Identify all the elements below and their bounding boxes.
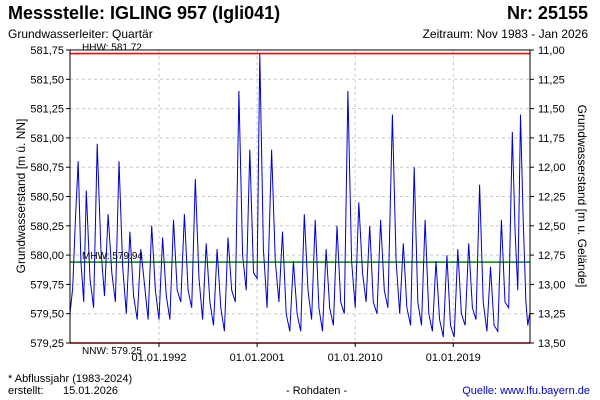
water-level-series-line (69, 53, 531, 338)
y-axis-left: 581,75 581,50 581,25 581,00 580,75 580,50 580,… (30, 45, 70, 350)
grid-lines (70, 50, 530, 343)
y-tick-label-right: 13,00 (538, 279, 566, 291)
y-tick-label-right: 11,25 (538, 74, 565, 86)
y-tick-label-right: 13,25 (538, 309, 566, 321)
y-axis-left-title: Grundwasserstand [m ü. NN] (14, 119, 28, 274)
y-tick-label-right: 12,00 (538, 162, 566, 174)
raw-data-note: - Rohdaten - (286, 385, 348, 397)
station-title: Messstelle: IGLING 957 (Igli041) (8, 3, 281, 23)
y-axis-right-title: Grundwasserstand [m u. Gelände] (575, 105, 589, 288)
x-tick-label: 01.01.2010 (328, 352, 383, 364)
y-tick-label-left: 579,25 (30, 338, 64, 350)
y-tick-label-right: 12,75 (538, 250, 566, 262)
y-tick-label-right: 12,50 (538, 221, 566, 233)
y-tick-label-left: 580,25 (30, 221, 64, 233)
reference-labels: HHW: 581.72 MHW: 579.94 NNW: 579.25 (82, 43, 143, 357)
y-tick-label-right: 11,00 (538, 45, 565, 57)
aquifer-label: Grundwasserleiter: Quartär (8, 27, 153, 41)
y-tick-label-left: 580,00 (30, 250, 64, 262)
y-tick-label-right: 12,25 (538, 192, 566, 204)
created-label: erstellt: (8, 385, 44, 397)
period-label: Zeitraum: Nov 1983 - Jan 2026 (422, 27, 588, 41)
y-tick-label-right: 11,50 (538, 104, 565, 116)
reference-label-max: HHW: 581.72 (82, 43, 142, 54)
y-tick-label-left: 581,00 (30, 133, 64, 145)
y-tick-label-left: 581,25 (30, 104, 64, 116)
x-tick-label: 01.01.2019 (426, 352, 481, 364)
y-tick-label-right: 11,75 (538, 133, 565, 145)
hydrological-year-note: * Abflussjahr (1983-2024) (8, 373, 133, 385)
y-tick-label-left: 581,50 (30, 74, 64, 86)
y-tick-label-left: 579,75 (30, 279, 64, 291)
x-tick-label: 01.01.2001 (230, 352, 285, 364)
reference-label-mean: MHW: 579.94 (82, 251, 143, 262)
y-tick-label-left: 581,75 (30, 45, 64, 57)
reference-label-min: NNW: 579.25 (82, 346, 142, 357)
y-tick-label-left: 580,50 (30, 192, 64, 204)
y-tick-label-left: 580,75 (30, 162, 64, 174)
y-tick-label-left: 579,50 (30, 309, 64, 321)
y-tick-label-right: 13,50 (538, 338, 566, 350)
source-link[interactable]: Quelle: www.lfu.bayern.de (462, 385, 590, 397)
x-tick-label: 01.01.1992 (131, 352, 186, 364)
created-date: 15.01.2026 (63, 385, 119, 397)
x-axis: 01.01.1992 01.01.2001 01.01.2010 01.01.2019 (131, 343, 481, 364)
station-number: Nr: 25155 (506, 3, 588, 23)
y-axis-right: 11,00 11,25 11,50 11,75 12,00 12,25 12,50 12,75… (530, 45, 566, 350)
